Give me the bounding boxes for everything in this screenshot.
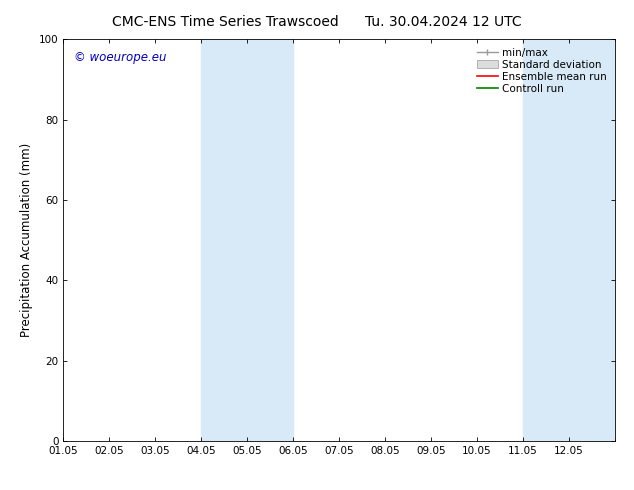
Bar [202, 39, 247, 441]
Bar [523, 39, 569, 441]
Text: © woeurope.eu: © woeurope.eu [74, 51, 167, 64]
Y-axis label: Precipitation Accumulation (mm): Precipitation Accumulation (mm) [20, 143, 34, 337]
Bar [569, 39, 615, 441]
Legend: min/max, Standard deviation, Ensemble mean run, Controll run: min/max, Standard deviation, Ensemble me… [474, 45, 610, 97]
Text: CMC-ENS Time Series Trawscoed      Tu. 30.04.2024 12 UTC: CMC-ENS Time Series Trawscoed Tu. 30.04.… [112, 15, 522, 29]
Bar [247, 39, 293, 441]
